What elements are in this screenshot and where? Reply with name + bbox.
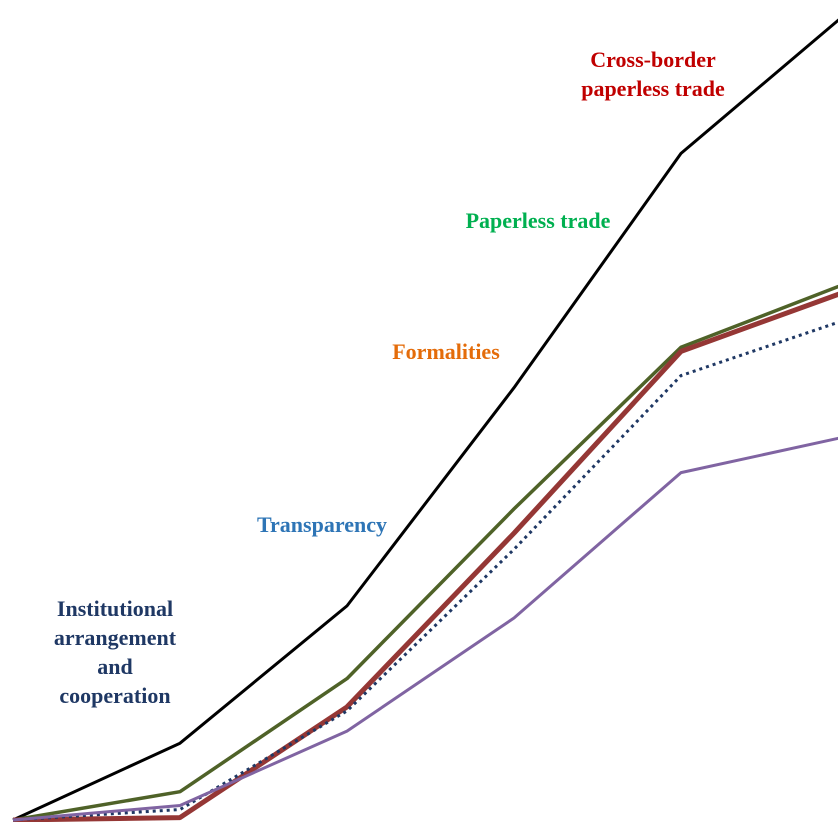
- annotation-line: Formalities: [392, 339, 500, 364]
- annotation-formalities: Formalities: [366, 337, 526, 366]
- annotation-line: cooperation: [59, 683, 171, 708]
- annotation-institutional-arrangement: Institutional arrangement and cooperatio…: [20, 594, 210, 710]
- annotation-line: Cross-border: [590, 47, 716, 72]
- annotation-paperless-trade: Paperless trade: [438, 206, 638, 235]
- series-line-navy: [12, 320, 838, 822]
- series-line-purple: [12, 436, 838, 822]
- annotation-line: Institutional: [56, 596, 174, 621]
- annotation-line: and: [97, 654, 133, 679]
- annotation-transparency: Transparency: [222, 510, 422, 539]
- annotation-line: arrangement: [53, 625, 177, 650]
- annotation-line: Transparency: [257, 512, 387, 537]
- series-line-black: [12, 18, 838, 822]
- series-line-red: [12, 291, 838, 822]
- series-line-olive: [12, 284, 838, 822]
- annotation-line: paperless trade: [581, 76, 725, 101]
- annotation-cross-border-paperless-trade: Cross-border paperless trade: [548, 45, 758, 103]
- annotation-line: Paperless trade: [465, 208, 611, 233]
